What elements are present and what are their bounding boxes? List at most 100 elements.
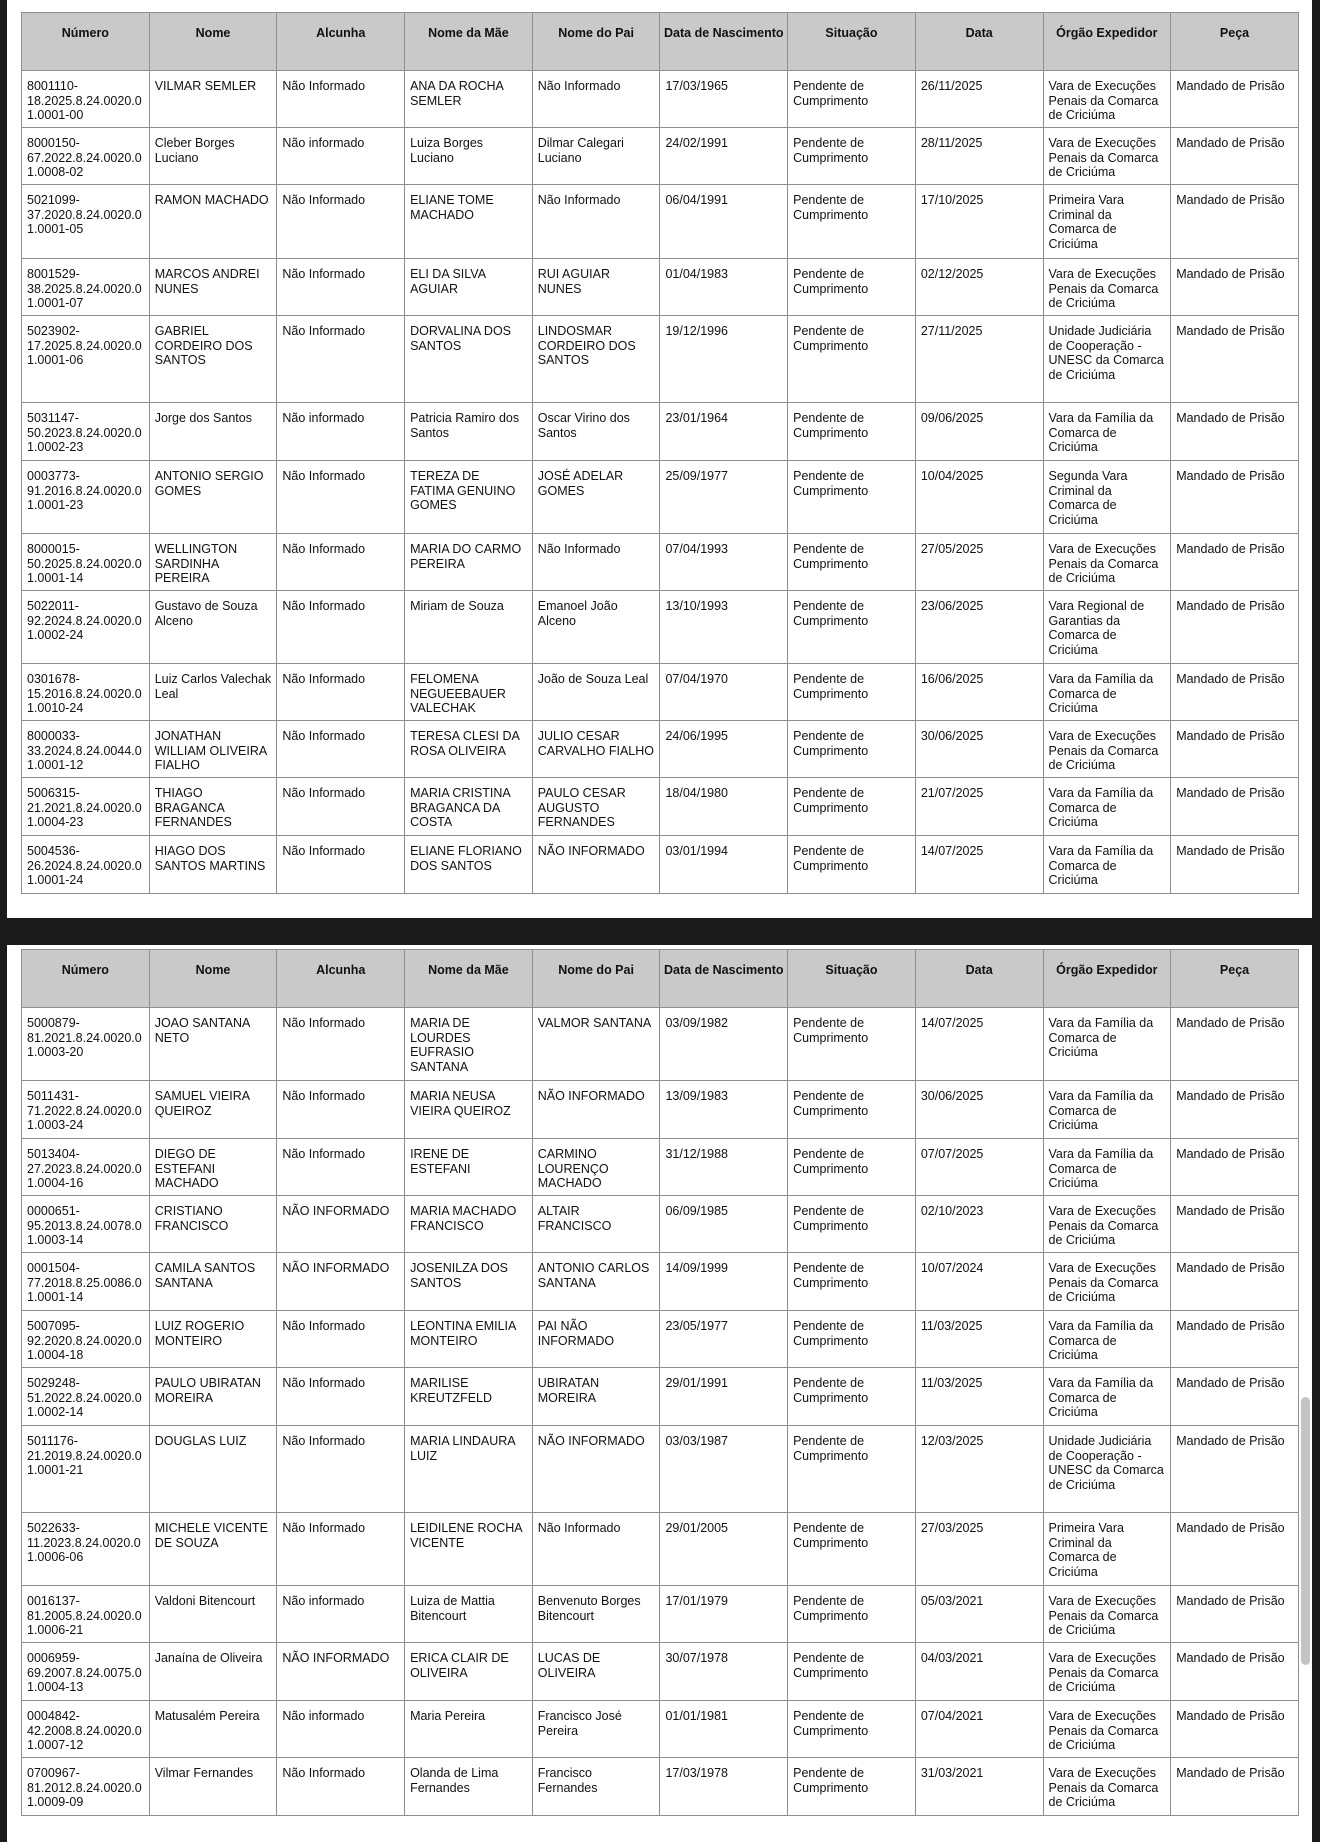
cell-data-nascimento: 07/04/1970 — [659, 663, 789, 721]
table-row: 5004536-26.2024.8.24.0020.01.0001-24 HIAG… — [21, 835, 1299, 894]
cell-data: 31/03/2021 — [914, 1757, 1044, 1816]
cell-situacao: Pendente de Cumprimento — [787, 1700, 916, 1758]
cell-situacao: Pendente de Cumprimento — [787, 258, 916, 316]
cell-nome: VILMAR SEMLER — [148, 70, 278, 128]
warrants-table-1: Número Nome Alcunha Nome da Mãe Nome do Pai D… — [21, 12, 1299, 894]
cell-situacao: Pendente de Cumprimento — [787, 663, 916, 721]
column-header-data: Data — [914, 12, 1044, 71]
cell-nome-do-pai: Francisco José Pereira — [531, 1700, 661, 1758]
cell-nome-da-mae: TERESA CLESI DA ROSA OLIVEIRA — [404, 720, 533, 778]
cell-nome: JOAO SANTANA NETO — [148, 1007, 278, 1081]
cell-nome-da-mae: LEIDILENE ROCHA VICENTE — [404, 1512, 533, 1586]
column-header-orgao-expedidor: Órgão Expedidor — [1042, 12, 1172, 71]
table-row: 8000015-50.2025.8.24.0020.01.0001-14 WELL… — [21, 533, 1299, 591]
cell-numero: 5011176-21.2019.8.24.0020.01.0001-21 — [21, 1425, 150, 1513]
vertical-scrollbar[interactable] — [1301, 1397, 1310, 1665]
cell-data-nascimento: 03/03/1987 — [659, 1425, 789, 1513]
cell-nome-da-mae: Maria Pereira — [404, 1700, 533, 1758]
table-row: 5007095-92.2020.8.24.0020.01.0004-18 LUIZ… — [21, 1310, 1299, 1368]
cell-orgao-expedidor: Vara de Execuções Penais da Comarca de C… — [1042, 127, 1172, 185]
cell-orgao-expedidor: Unidade Judiciária de Cooperação - UNESC… — [1042, 315, 1172, 403]
cell-orgao-expedidor: Vara da Família da Comarca de Criciúma — [1042, 777, 1172, 836]
cell-situacao: Pendente de Cumprimento — [787, 1642, 916, 1701]
cell-nome-da-mae: Luiza de Mattia Bitencourt — [404, 1585, 533, 1643]
cell-situacao: Pendente de Cumprimento — [787, 402, 916, 461]
cell-numero: 0301678-15.2016.8.24.0020.01.0010-24 — [21, 663, 150, 721]
cell-situacao: Pendente de Cumprimento — [787, 590, 916, 664]
table-row: 5029248-51.2022.8.24.0020.01.0002-14 PAUL… — [21, 1367, 1299, 1426]
table-row: 5031147-50.2023.8.24.0020.01.0002-23 Jorg… — [21, 402, 1299, 461]
table-row: 5000879-81.2021.8.24.0020.01.0003-20 JOAO… — [21, 1007, 1299, 1081]
cell-peca: Mandado de Prisão — [1170, 460, 1299, 534]
table-row: 8000033-33.2024.8.24.0044.01.0001-12 JONA… — [21, 720, 1299, 778]
cell-orgao-expedidor: Vara de Execuções Penais da Comarca de C… — [1042, 720, 1172, 778]
cell-numero: 0004842-42.2008.8.24.0020.01.0007-12 — [21, 1700, 150, 1758]
cell-situacao: Pendente de Cumprimento — [787, 1195, 916, 1253]
cell-data: 14/07/2025 — [914, 835, 1044, 894]
cell-numero: 0001504-77.2018.8.25.0086.01.0001-14 — [21, 1252, 150, 1311]
cell-data: 21/07/2025 — [914, 777, 1044, 836]
column-header-situacao: Situação — [787, 12, 916, 71]
cell-peca: Mandado de Prisão — [1170, 127, 1299, 185]
cell-data: 07/04/2021 — [914, 1700, 1044, 1758]
cell-nome-do-pai: PAULO CESAR AUGUSTO FERNANDES — [531, 777, 661, 836]
cell-peca: Mandado de Prisão — [1170, 70, 1299, 128]
cell-orgao-expedidor: Vara de Execuções Penais da Comarca de C… — [1042, 1195, 1172, 1253]
cell-nome-da-mae: TEREZA DE FATIMA GENUINO GOMES — [404, 460, 533, 534]
cell-nome: Janaína de Oliveira — [148, 1642, 278, 1701]
column-header-nome-do-pai: Nome do Pai — [531, 12, 661, 71]
cell-data-nascimento: 06/04/1991 — [659, 184, 789, 259]
cell-nome-do-pai: VALMOR SANTANA — [531, 1007, 661, 1081]
cell-alcunha: Não Informado — [276, 1138, 406, 1196]
column-header-data-nascimento: Data de Nascimento — [659, 949, 789, 1008]
cell-alcunha: Não Informado — [276, 835, 406, 894]
cell-nome: CAMILA SANTOS SANTANA — [148, 1252, 278, 1311]
cell-data: 04/03/2021 — [914, 1642, 1044, 1701]
cell-peca: Mandado de Prisão — [1170, 1007, 1299, 1081]
cell-nome-do-pai: Francisco Fernandes — [531, 1757, 661, 1816]
cell-nome-da-mae: MARIA DO CARMO PEREIRA — [404, 533, 533, 591]
cell-nome-do-pai: NÃO INFORMADO — [531, 835, 661, 894]
cell-numero: 5022011-92.2024.8.24.0020.01.0002-24 — [21, 590, 150, 664]
table-header-row: Número Nome Alcunha Nome da Mãe Nome do Pai D… — [21, 12, 1299, 71]
cell-data: 26/11/2025 — [914, 70, 1044, 128]
cell-situacao: Pendente de Cumprimento — [787, 315, 916, 403]
cell-data: 28/11/2025 — [914, 127, 1044, 185]
cell-orgao-expedidor: Vara de Execuções Penais da Comarca de C… — [1042, 1757, 1172, 1816]
cell-data: 09/06/2025 — [914, 402, 1044, 461]
cell-nome-do-pai: JOSÉ ADELAR GOMES — [531, 460, 661, 534]
cell-data-nascimento: 03/01/1994 — [659, 835, 789, 894]
cell-situacao: Pendente de Cumprimento — [787, 1367, 916, 1426]
column-header-alcunha: Alcunha — [276, 949, 406, 1008]
cell-numero: 5011431-71.2022.8.24.0020.01.0003-24 — [21, 1080, 150, 1139]
cell-orgao-expedidor: Primeira Vara Criminal da Comarca de Cri… — [1042, 184, 1172, 259]
cell-nome-do-pai: Não Informado — [531, 533, 661, 591]
cell-nome-da-mae: ANA DA ROCHA SEMLER — [404, 70, 533, 128]
cell-nome: Matusalém Pereira — [148, 1700, 278, 1758]
cell-situacao: Pendente de Cumprimento — [787, 777, 916, 836]
column-header-nome-da-mae: Nome da Mãe — [404, 949, 533, 1008]
cell-peca: Mandado de Prisão — [1170, 720, 1299, 778]
cell-numero: 5013404-27.2023.8.24.0020.01.0004-16 — [21, 1138, 150, 1196]
cell-orgao-expedidor: Vara da Família da Comarca de Criciúma — [1042, 663, 1172, 721]
cell-alcunha: Não Informado — [276, 460, 406, 534]
cell-alcunha: Não Informado — [276, 1310, 406, 1368]
cell-peca: Mandado de Prisão — [1170, 1138, 1299, 1196]
table-row: 5022011-92.2024.8.24.0020.01.0002-24 Gust… — [21, 590, 1299, 664]
column-header-peca: Peça — [1170, 949, 1299, 1008]
cell-data-nascimento: 23/05/1977 — [659, 1310, 789, 1368]
cell-peca: Mandado de Prisão — [1170, 1310, 1299, 1368]
cell-nome-da-mae: Luiza Borges Luciano — [404, 127, 533, 185]
cell-nome-do-pai: ANTONIO CARLOS SANTANA — [531, 1252, 661, 1311]
cell-data-nascimento: 24/06/1995 — [659, 720, 789, 778]
cell-data: 11/03/2025 — [914, 1310, 1044, 1368]
cell-nome-da-mae: MARIA DE LOURDES EUFRASIO SANTANA — [404, 1007, 533, 1081]
cell-orgao-expedidor: Primeira Vara Criminal da Comarca de Cri… — [1042, 1512, 1172, 1586]
cell-nome-do-pai: Dilmar Calegari Luciano — [531, 127, 661, 185]
cell-data: 02/12/2025 — [914, 258, 1044, 316]
cell-peca: Mandado de Prisão — [1170, 1700, 1299, 1758]
cell-peca: Mandado de Prisão — [1170, 1585, 1299, 1643]
cell-alcunha: NÃO INFORMADO — [276, 1195, 406, 1253]
cell-peca: Mandado de Prisão — [1170, 1367, 1299, 1426]
cell-data-nascimento: 03/09/1982 — [659, 1007, 789, 1081]
